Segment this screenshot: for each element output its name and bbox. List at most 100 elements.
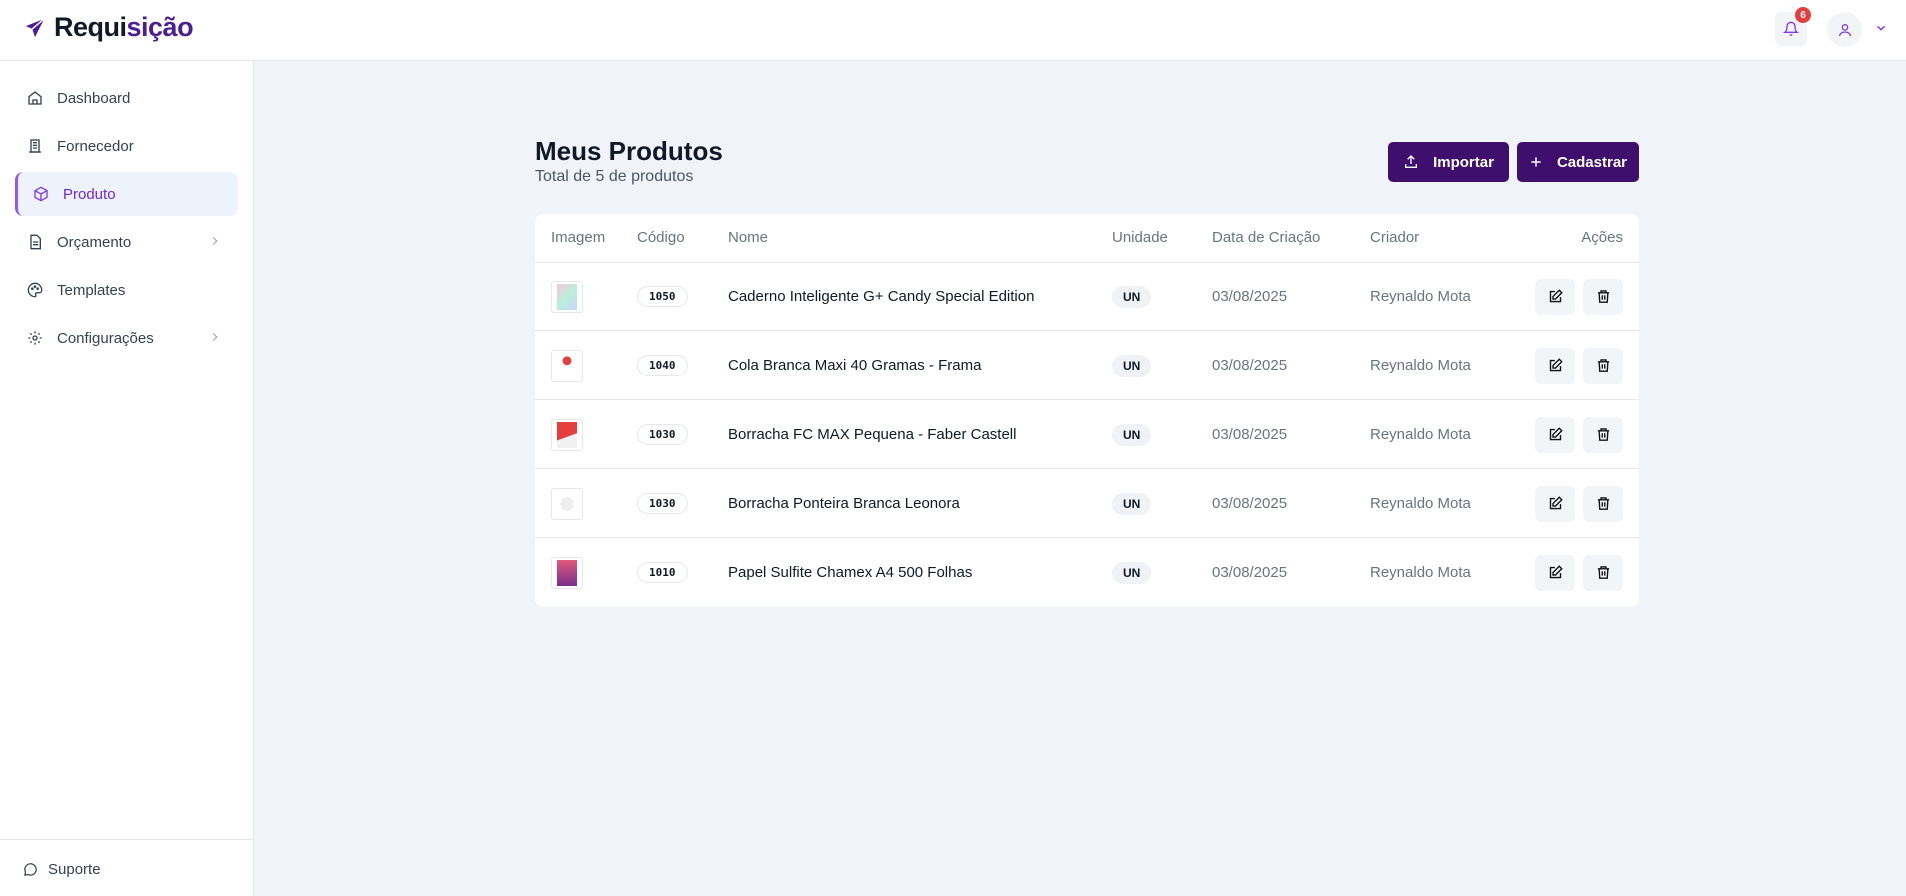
product-code: 1050 bbox=[637, 286, 688, 307]
column-header: Data de Criação bbox=[1212, 229, 1321, 246]
sidebar-item-label: Produto bbox=[63, 185, 116, 203]
delete-button[interactable] bbox=[1583, 278, 1623, 315]
product-image bbox=[551, 349, 583, 382]
document-icon bbox=[30, 234, 41, 250]
column-header: Código bbox=[637, 229, 685, 246]
product-code: 1030 bbox=[637, 493, 688, 514]
edit-button[interactable] bbox=[1535, 485, 1575, 522]
creator-name: Reynaldo Mota bbox=[1370, 564, 1471, 581]
import-button[interactable]: Importar bbox=[1388, 142, 1509, 182]
delete-button[interactable] bbox=[1583, 485, 1623, 522]
logo-text: Requi bbox=[54, 12, 127, 42]
sidebar-item-fornecedor[interactable]: Fornecedor bbox=[15, 124, 238, 168]
created-date: 03/08/2025 bbox=[1212, 564, 1288, 581]
top-bar: Requisição 6 bbox=[0, 0, 1906, 61]
home-icon bbox=[28, 91, 42, 105]
support-link[interactable]: Suporte bbox=[23, 861, 101, 878]
create-button[interactable]: Cadastrar bbox=[1517, 142, 1639, 182]
user-avatar[interactable] bbox=[1827, 12, 1862, 47]
upload-icon bbox=[1405, 155, 1418, 168]
edit-icon bbox=[1549, 496, 1563, 510]
column-header: Nome bbox=[728, 229, 769, 246]
sidebar-item-orcamento[interactable]: Orçamento bbox=[15, 220, 238, 264]
created-date: 03/08/2025 bbox=[1212, 426, 1288, 443]
logo[interactable]: Requisição bbox=[24, 12, 194, 43]
product-image bbox=[551, 280, 583, 313]
creator-name: Reynaldo Mota bbox=[1370, 288, 1471, 305]
chevron-right-icon bbox=[212, 333, 218, 341]
sidebar-item-label: Dashboard bbox=[57, 89, 131, 107]
notification-badge: 6 bbox=[1795, 7, 1811, 23]
edit-button[interactable] bbox=[1535, 554, 1575, 591]
chevron-down-icon[interactable] bbox=[1874, 21, 1888, 35]
edit-button[interactable] bbox=[1535, 416, 1575, 453]
chevron-right-icon bbox=[212, 237, 218, 245]
plus-icon bbox=[1531, 157, 1541, 167]
sidebar-item-produto[interactable]: Produto bbox=[15, 172, 238, 216]
unit-badge: UN bbox=[1112, 354, 1152, 377]
palette-icon bbox=[27, 282, 43, 298]
create-label: Cadastrar bbox=[1556, 153, 1628, 171]
bell-icon bbox=[1783, 21, 1799, 36]
delete-button[interactable] bbox=[1583, 347, 1623, 384]
paper-plane-icon bbox=[25, 17, 45, 37]
creator-name: Reynaldo Mota bbox=[1370, 495, 1471, 512]
unit-badge: UN bbox=[1112, 561, 1152, 584]
product-image bbox=[551, 418, 583, 451]
unit-badge: UN bbox=[1112, 423, 1152, 446]
delete-button[interactable] bbox=[1583, 554, 1623, 591]
sidebar-item-label: Orçamento bbox=[57, 233, 132, 251]
product-name: Caderno Inteligente G+ Candy Special Edi… bbox=[728, 288, 1035, 305]
support-label: Suporte bbox=[48, 861, 101, 878]
table-row: 1040 Cola Branca Maxi 40 Gramas - Frama … bbox=[535, 331, 1639, 400]
user-icon bbox=[1838, 23, 1851, 36]
product-code: 1030 bbox=[637, 424, 688, 445]
import-label: Importar bbox=[1433, 153, 1494, 171]
creator-name: Reynaldo Mota bbox=[1370, 357, 1471, 374]
edit-icon bbox=[1549, 289, 1563, 303]
delete-button[interactable] bbox=[1583, 416, 1623, 453]
column-header: Ações bbox=[1581, 229, 1623, 246]
chat-icon bbox=[24, 863, 37, 876]
table-row: 1030 Borracha FC MAX Pequena - Faber Cas… bbox=[535, 400, 1639, 469]
product-name: Borracha FC MAX Pequena - Faber Castell bbox=[728, 426, 1017, 443]
divider bbox=[0, 839, 254, 840]
logo-text-accent: sição bbox=[126, 12, 194, 42]
product-image bbox=[551, 556, 583, 589]
sidebar-item-label: Fornecedor bbox=[57, 137, 134, 155]
creator-name: Reynaldo Mota bbox=[1370, 426, 1471, 443]
unit-badge: UN bbox=[1112, 492, 1152, 515]
sidebar-item-configuracoes[interactable]: Configurações bbox=[15, 316, 238, 360]
edit-button[interactable] bbox=[1535, 278, 1575, 315]
created-date: 03/08/2025 bbox=[1212, 495, 1288, 512]
created-date: 03/08/2025 bbox=[1212, 288, 1288, 305]
sidebar-item-label: Templates bbox=[57, 281, 126, 299]
edit-button[interactable] bbox=[1535, 347, 1575, 384]
trash-icon bbox=[1597, 359, 1609, 372]
trash-icon bbox=[1597, 497, 1609, 510]
product-name: Cola Branca Maxi 40 Gramas - Frama bbox=[728, 357, 982, 374]
box-icon bbox=[34, 186, 48, 202]
sidebar-item-dashboard[interactable]: Dashboard bbox=[15, 76, 238, 120]
product-name: Borracha Ponteira Branca Leonora bbox=[728, 495, 960, 512]
trash-icon bbox=[1597, 566, 1609, 579]
gear-icon bbox=[28, 331, 42, 345]
product-code: 1040 bbox=[637, 355, 688, 376]
created-date: 03/08/2025 bbox=[1212, 357, 1288, 374]
product-name: Papel Sulfite Chamex A4 500 Folhas bbox=[728, 564, 973, 581]
products-table: Imagem Código Nome Unidade Data de Criaç… bbox=[535, 214, 1639, 607]
page-title: Meus Produtos bbox=[535, 136, 723, 166]
sidebar-item-label: Configurações bbox=[57, 329, 154, 347]
table-row: 1050 Caderno Inteligente G+ Candy Specia… bbox=[535, 262, 1639, 331]
building-icon bbox=[29, 139, 41, 153]
sidebar-item-templates[interactable]: Templates bbox=[15, 268, 238, 312]
table-row: 1010 Papel Sulfite Chamex A4 500 Folhas … bbox=[535, 538, 1639, 607]
edit-icon bbox=[1549, 358, 1563, 372]
column-header: Criador bbox=[1370, 229, 1420, 246]
column-header: Unidade bbox=[1112, 229, 1168, 246]
unit-badge: UN bbox=[1112, 285, 1152, 308]
table-row: 1030 Borracha Ponteira Branca Leonora UN… bbox=[535, 469, 1639, 538]
page-subtitle: Total de 5 de produtos bbox=[535, 168, 694, 185]
trash-icon bbox=[1597, 428, 1609, 441]
edit-icon bbox=[1549, 427, 1563, 441]
